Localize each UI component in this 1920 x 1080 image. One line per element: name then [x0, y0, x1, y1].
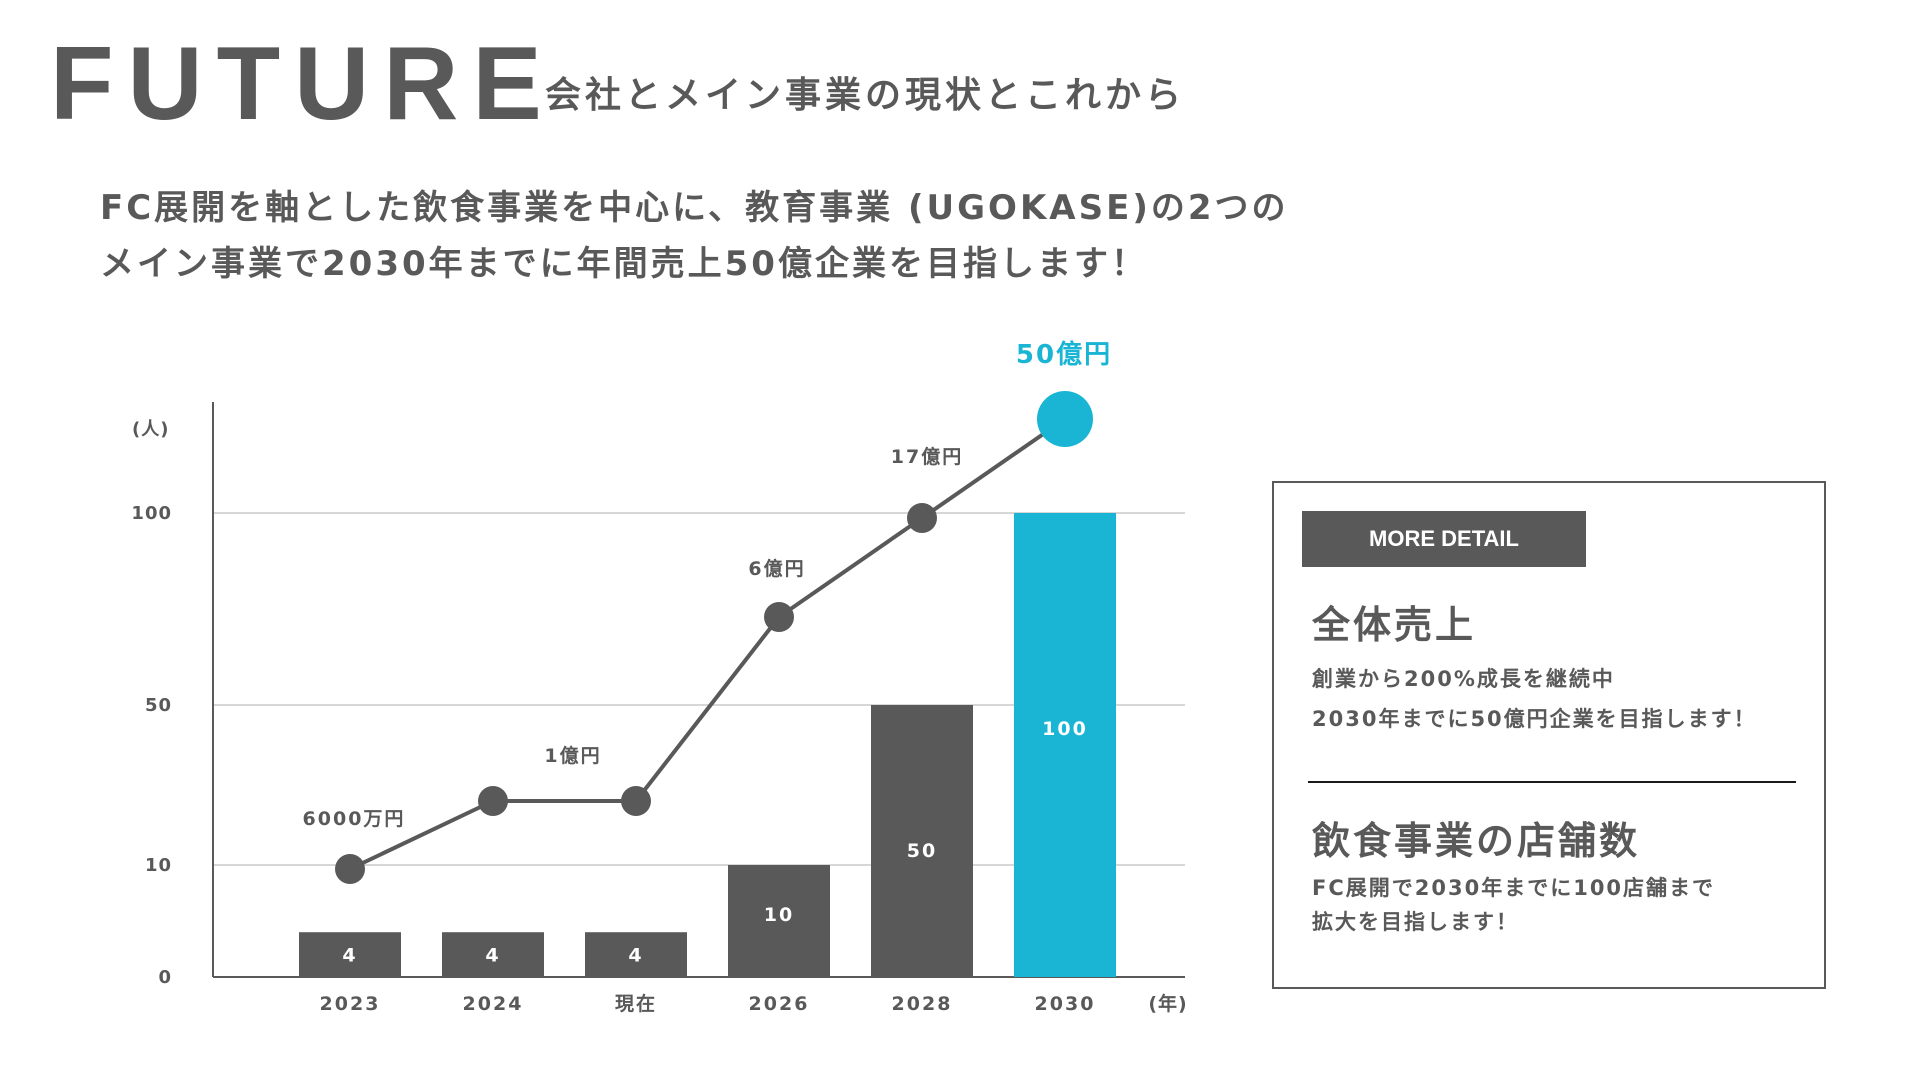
x-tick-label-2028: 2028	[892, 993, 953, 1015]
bar-value-label-2026: 10	[764, 904, 794, 926]
page-title: FUTURE	[50, 26, 556, 142]
x-tick-label-2023: 2023	[320, 993, 381, 1015]
store-count-text: FC展開で2030年までに100店舗まで 拡大を目指します！	[1312, 871, 1715, 939]
sales-trend-line	[349, 417, 1067, 871]
y-tick-label-0: 0	[158, 967, 172, 988]
more-detail-badge: MORE DETAIL	[1302, 511, 1586, 567]
x-tick-label-2026: 2026	[749, 993, 810, 1015]
x-tick-label-2024: 2024	[463, 993, 524, 1015]
bar-2024	[442, 932, 544, 977]
bar-value-label-2028: 50	[907, 840, 937, 862]
x-tick-label-2030: 2030	[1035, 993, 1096, 1015]
y-tick-label-100: 100	[131, 503, 172, 524]
sales-label-2028: 17億円	[891, 445, 963, 468]
bar-2023	[299, 932, 401, 977]
bar-value-label-現在: 4	[628, 945, 643, 967]
total-sales-line-2: 2030年までに50億円企業を目指します！	[1312, 707, 1757, 731]
store-count-line-2: 拡大を目指します！	[1312, 910, 1519, 934]
lead-text: FC展開を軸とした飲食事業を中心に、教育事業 (UGOKASE)の2つの メイン…	[100, 180, 1289, 292]
sales-label-現在: 1億円	[544, 744, 601, 767]
total-sales-heading: 全体売上	[1312, 603, 1477, 647]
store-count-heading: 飲食事業の店舗数	[1312, 819, 1641, 863]
y-tick-label-50: 50	[145, 695, 172, 716]
sales-point-2028	[907, 503, 937, 533]
bar-2026	[728, 865, 830, 977]
sales-point-2024	[478, 786, 508, 816]
detail-divider	[1308, 781, 1796, 783]
sales-label-2030: 50億円	[1016, 340, 1112, 370]
bar-現在	[585, 932, 687, 977]
more-detail-panel: MORE DETAIL 全体売上 創業から200%成長を継続中 2030年までに…	[1272, 481, 1826, 989]
bar-value-label-2030: 100	[1042, 718, 1088, 740]
lead-line-1: FC展開を軸とした飲食事業を中心に、教育事業 (UGOKASE)の2つの	[100, 188, 1289, 228]
store-count-line-1: FC展開で2030年までに100店舗まで	[1312, 876, 1716, 900]
page-subtitle: 会社とメイン事業の現状とこれから	[545, 75, 1186, 116]
sales-label-2023: 6000万円	[303, 808, 406, 830]
y-unit-label: (人)	[132, 419, 169, 440]
sales-label-2026: 6億円	[748, 557, 805, 580]
sales-point-現在	[621, 786, 651, 816]
sales-point-2023	[335, 854, 365, 884]
total-sales-text: 創業から200%成長を継続中 2030年までに50億円企業を目指します！	[1312, 659, 1757, 739]
x-unit-label: (年)	[1148, 992, 1187, 1015]
sales-point-2026	[764, 602, 794, 632]
bar-2030	[1014, 513, 1116, 977]
y-tick-label-10: 10	[145, 855, 172, 876]
sales-point-2030	[1037, 391, 1093, 447]
bar-value-label-2023: 4	[342, 945, 357, 967]
bar-value-label-2024: 4	[485, 945, 500, 967]
bar-2028	[871, 705, 973, 977]
lead-line-2: メイン事業で2030年までに年間売上50億企業を目指します！	[100, 244, 1148, 284]
x-tick-label-現在: 現在	[615, 992, 657, 1015]
total-sales-line-1: 創業から200%成長を継続中	[1312, 667, 1615, 691]
